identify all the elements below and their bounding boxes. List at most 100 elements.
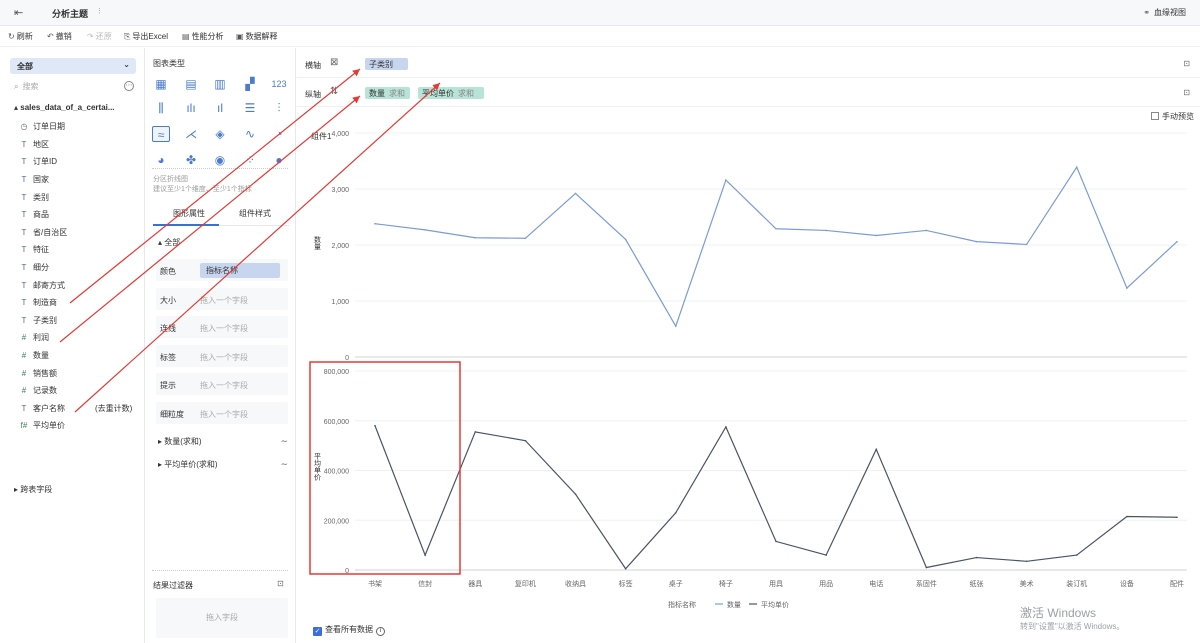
more-options-icon[interactable]: ⋯ — [124, 81, 134, 91]
divider — [152, 570, 288, 571]
lock-icon[interactable]: ⊡ — [1183, 59, 1190, 68]
refresh-button[interactable]: ↻ 刷新 — [8, 31, 33, 42]
data-explain-button[interactable]: ▣ 数据解释 — [236, 31, 278, 42]
tab-graph-properties[interactable]: 图形属性 — [173, 209, 205, 218]
line-type-icon[interactable]: ∼ — [280, 436, 288, 446]
export-excel-button[interactable]: ⎘ 导出Excel — [124, 31, 168, 42]
bar-chart-icon[interactable]: ılı — [186, 101, 196, 115]
y-axis-pill-quantity[interactable]: 数量 求和 — [365, 87, 410, 99]
wave-line-icon[interactable]: ∿ — [244, 127, 256, 141]
result-filter-dropzone[interactable]: 拖入字段 — [156, 598, 288, 638]
cross-table-icon[interactable]: ▥ — [214, 77, 226, 91]
y-axis-pill-avg-price[interactable]: 平均单价 求和 — [418, 87, 484, 99]
property-value-pill[interactable]: 指标名称 — [200, 263, 280, 278]
y-axis-label: 纵轴 — [305, 90, 321, 99]
field-item[interactable]: T 类别 — [18, 188, 143, 206]
kpi-icon[interactable]: 123 — [271, 79, 287, 89]
grouped-bar-icon[interactable]: ıl — [217, 101, 223, 115]
field-item[interactable]: T 订单ID — [18, 153, 143, 171]
manual-preview-toggle[interactable]: 手动预览 — [1151, 111, 1194, 122]
lock-icon[interactable]: ⊡ — [1183, 88, 1190, 97]
field-item[interactable]: # 销售额 — [18, 364, 143, 382]
more-icon[interactable]: ⁝ — [98, 6, 101, 16]
bubble-icon[interactable]: ● — [275, 153, 283, 167]
graph-property-dropzone[interactable]: 连线 拖入一个字段 — [156, 316, 288, 338]
checkbox[interactable] — [1151, 112, 1159, 120]
field-item[interactable]: T 客户名称 (去重计数) — [18, 400, 143, 418]
scatter-line-icon[interactable]: ⋌ — [185, 127, 197, 141]
measure-item-avg-price[interactable]: ▸ 平均单价(求和) ∼ — [158, 459, 288, 469]
field-item[interactable]: ◷ 订单日期 — [18, 118, 143, 136]
area-line-chart-icon[interactable]: ≈ — [152, 126, 170, 142]
text-field-icon: T — [21, 157, 27, 167]
graph-property-dropzone[interactable]: 大小 拖入一个字段 — [156, 287, 288, 310]
graph-property-dropzone[interactable]: 细粒度 拖入一个字段 — [156, 401, 288, 424]
lineage-view-button[interactable]: ⚭ 血缘视图 — [1143, 7, 1186, 18]
pill-aggregation: 求和 — [458, 89, 474, 98]
y-tick-label: 800,000 — [324, 369, 349, 376]
x-axis-pill-subcategory[interactable]: 子类别 — [365, 58, 408, 70]
field-item[interactable]: T 商品 — [18, 206, 143, 224]
chart-type-requirement: 建议至少1个维度、至少1个指标 — [153, 186, 252, 193]
graph-property-dropzone[interactable]: 标签 拖入一个字段 — [156, 344, 288, 367]
field-item[interactable]: T 地区 — [18, 136, 143, 154]
data-point — [775, 540, 777, 543]
field-item[interactable]: T 制造商 — [18, 294, 143, 312]
info-icon[interactable]: i — [376, 627, 385, 636]
field-item[interactable]: T 省/自治区 — [18, 224, 143, 242]
field-item[interactable]: T 特征 — [18, 241, 143, 259]
data-point — [1025, 243, 1028, 246]
combo-bar-icon[interactable]: ⫶ — [277, 101, 281, 115]
graph-property-dropzone[interactable]: 颜色 指标名称 — [156, 259, 288, 281]
cross-table-fields-node[interactable]: ▸ 跨表字段 — [14, 485, 53, 494]
data-point — [524, 439, 527, 442]
table-chart-icon[interactable]: ▦ — [155, 77, 167, 91]
property-placeholder: 拖入一个字段 — [200, 381, 248, 390]
gauge-icon[interactable]: ◔ — [275, 127, 283, 141]
treemap-icon[interactable]: ▞ — [245, 77, 255, 91]
horizontal-bar-icon[interactable]: ☰ — [244, 101, 256, 115]
stacked-bar-icon[interactable]: ⫼ — [158, 101, 164, 115]
data-point — [1075, 166, 1078, 168]
all-measures-toggle[interactable]: ▴ 全部 — [158, 238, 181, 247]
field-item[interactable]: # 利润 — [18, 329, 143, 347]
show-all-data-toggle[interactable]: ✓ 查看所有数据 i — [313, 624, 385, 636]
chart-type-title: 图表类型 — [153, 59, 185, 68]
field-item[interactable]: T 细分 — [18, 259, 143, 277]
chart-type-hint: 分区折线图 建议至少1个维度、至少1个指标 — [153, 175, 252, 195]
page-title: 分析主题 — [52, 9, 89, 19]
pie-chart-icon[interactable]: ◕ — [157, 153, 165, 167]
exit-icon[interactable]: ⇤ — [14, 7, 24, 19]
multi-pie-icon[interactable]: ✤ — [185, 153, 197, 167]
axis-sort-icon[interactable]: ⇅ — [330, 86, 339, 97]
line-type-icon[interactable]: ∼ — [280, 459, 288, 469]
scatter-icon[interactable]: ⁘ — [244, 153, 256, 167]
undo-button[interactable]: ↶ 撤销 — [47, 31, 72, 42]
data-point — [624, 238, 627, 241]
performance-analysis-button[interactable]: ▤ 性能分析 — [182, 31, 224, 42]
axis-swap-icon[interactable]: ⊠ — [330, 57, 339, 68]
measure-item-quantity[interactable]: ▸ 数量(求和) ∼ — [158, 436, 288, 446]
all-measures-label: 全部 — [164, 238, 181, 247]
field-item[interactable]: T 邮寄方式 — [18, 276, 143, 294]
field-item[interactable]: T 国家 — [18, 171, 143, 189]
y-tick-label: 4,000 — [331, 131, 349, 138]
donut-icon[interactable]: ◉ — [214, 153, 226, 167]
field-item[interactable]: # 数量 — [18, 347, 143, 365]
detail-table-icon[interactable]: ▤ — [185, 77, 197, 91]
property-label: 细粒度 — [160, 409, 184, 419]
field-item[interactable]: T 子类别 — [18, 312, 143, 330]
field-item[interactable]: f# 平均单价 — [18, 417, 143, 435]
graph-property-dropzone[interactable]: 提示 拖入一个字段 — [156, 373, 288, 395]
radar-icon[interactable]: ◈ — [215, 127, 225, 141]
field-search[interactable]: ⌕ 搜索 ⋯ — [14, 81, 134, 95]
field-item[interactable]: # 记录数 — [18, 382, 143, 400]
field-scope-select[interactable]: 全部 ⌄ — [10, 58, 136, 74]
checkbox-checked[interactable]: ✓ — [313, 627, 322, 636]
field-name: 类别 — [33, 192, 49, 202]
redo-button[interactable]: ↷ 还原 — [87, 31, 112, 42]
export-icon: ⎘ — [124, 32, 131, 41]
lock-icon[interactable]: ⊡ — [277, 579, 284, 588]
table-node[interactable]: ▴ sales_data_of_a_certai... — [14, 103, 115, 112]
tab-component-style[interactable]: 组件样式 — [239, 209, 271, 218]
